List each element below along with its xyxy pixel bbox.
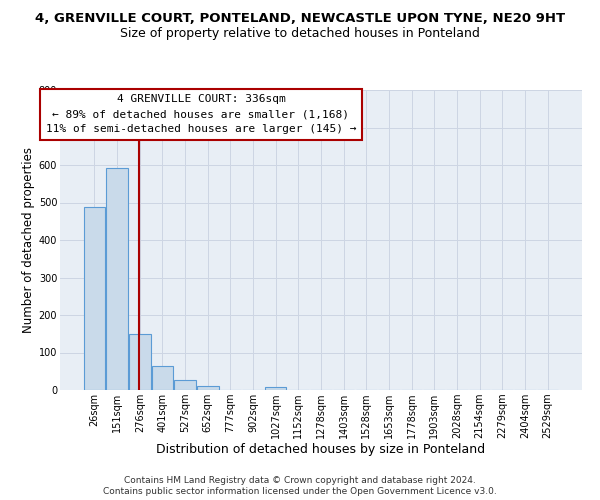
Bar <box>175 380 196 390</box>
Bar <box>197 386 218 390</box>
Bar <box>265 387 286 390</box>
Bar <box>84 208 105 390</box>
Bar <box>152 366 173 390</box>
X-axis label: Distribution of detached houses by size in Ponteland: Distribution of detached houses by size … <box>157 442 485 456</box>
Y-axis label: Number of detached properties: Number of detached properties <box>22 147 35 333</box>
Text: Contains public sector information licensed under the Open Government Licence v3: Contains public sector information licen… <box>103 487 497 496</box>
Text: 4 GRENVILLE COURT: 336sqm
← 89% of detached houses are smaller (1,168)
11% of se: 4 GRENVILLE COURT: 336sqm ← 89% of detac… <box>46 94 356 134</box>
Text: Size of property relative to detached houses in Ponteland: Size of property relative to detached ho… <box>120 28 480 40</box>
Bar <box>106 168 128 390</box>
Bar <box>129 334 151 390</box>
Text: 4, GRENVILLE COURT, PONTELAND, NEWCASTLE UPON TYNE, NE20 9HT: 4, GRENVILLE COURT, PONTELAND, NEWCASTLE… <box>35 12 565 26</box>
Text: Contains HM Land Registry data © Crown copyright and database right 2024.: Contains HM Land Registry data © Crown c… <box>124 476 476 485</box>
